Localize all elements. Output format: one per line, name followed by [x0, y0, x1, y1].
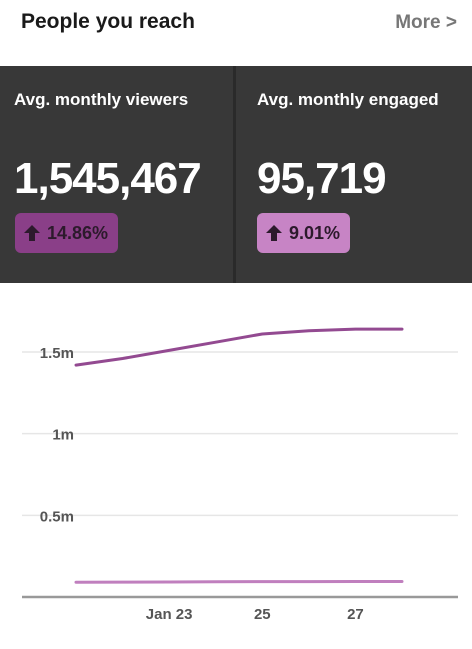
line-chart: 1.5m 1m 0.5m Jan 23 25 27	[22, 327, 458, 623]
more-link[interactable]: More >	[395, 12, 457, 33]
series-line-viewers	[74, 327, 404, 367]
change-badge: 9.01%	[257, 213, 351, 253]
series-line-engaged	[74, 580, 404, 584]
stat-label: Avg. monthly viewers	[14, 90, 189, 109]
arrow-up-icon	[265, 224, 283, 242]
y-tick-label: 0.5m	[40, 508, 74, 525]
x-tick-label: 27	[347, 606, 364, 623]
x-tick-label: Jan 23	[146, 606, 193, 623]
stat-value: 1,545,467	[14, 154, 202, 203]
card-title: People you reach	[21, 10, 195, 33]
stat-divider	[233, 66, 236, 283]
reach-chart: 1.5m 1m 0.5m Jan 23 25 27	[0, 283, 472, 644]
arrow-up-icon	[23, 224, 41, 242]
stat-label: Avg. monthly engaged	[257, 90, 439, 109]
change-badge: 14.86%	[15, 213, 119, 253]
stats-panel: Avg. monthly viewers 1,545,467 14.86% Av…	[0, 66, 472, 283]
card-header: People you reach More >	[0, 0, 472, 66]
stat-monthly-engaged: Avg. monthly engaged 95,719 9.01%	[236, 66, 472, 283]
y-tick-label: 1.5m	[40, 345, 74, 362]
stat-value: 95,719	[257, 154, 387, 203]
change-value: 14.86%	[47, 222, 109, 243]
x-tick-label: 25	[254, 606, 271, 623]
change-value: 9.01%	[289, 222, 341, 243]
stat-monthly-viewers: Avg. monthly viewers 1,545,467 14.86%	[0, 66, 233, 283]
y-tick-label: 1m	[52, 427, 74, 444]
